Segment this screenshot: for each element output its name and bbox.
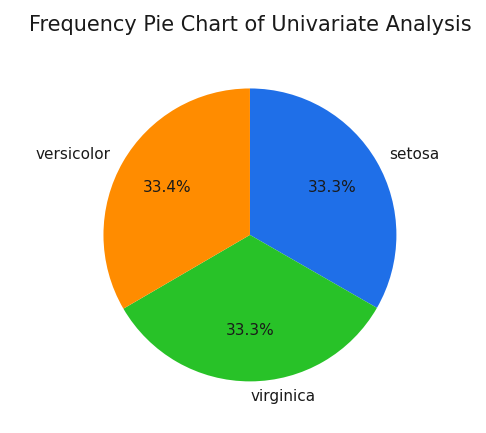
Title: Frequency Pie Chart of Univariate Analysis: Frequency Pie Chart of Univariate Analys… (29, 15, 471, 35)
Text: 33.4%: 33.4% (143, 180, 191, 195)
Wedge shape (104, 88, 250, 309)
Text: virginica: virginica (250, 388, 315, 404)
Text: setosa: setosa (389, 147, 440, 162)
Text: 33.3%: 33.3% (308, 180, 357, 195)
Wedge shape (123, 235, 377, 381)
Wedge shape (250, 88, 397, 308)
Text: versicolor: versicolor (35, 147, 110, 162)
Text: 33.3%: 33.3% (226, 323, 275, 338)
